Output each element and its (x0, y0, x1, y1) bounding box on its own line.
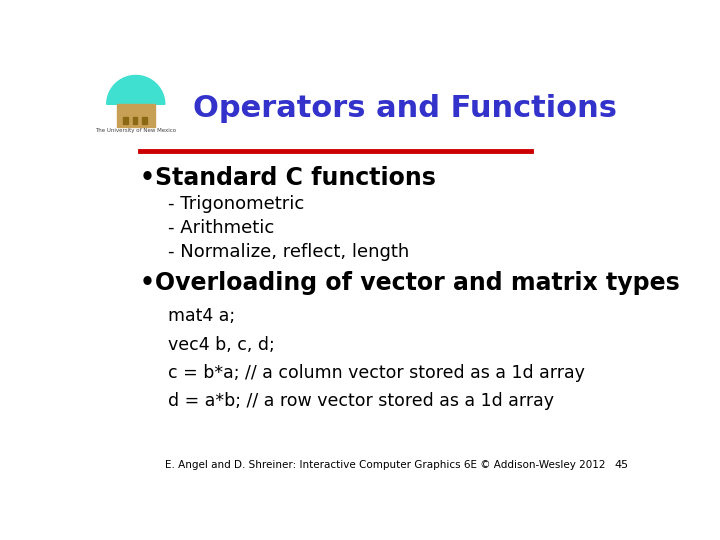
Text: The University of New Mexico: The University of New Mexico (95, 129, 176, 133)
FancyBboxPatch shape (133, 117, 138, 124)
Polygon shape (107, 76, 165, 104)
FancyBboxPatch shape (124, 117, 128, 124)
Text: vec4 b, c, d;: vec4 b, c, d; (168, 336, 275, 354)
Text: •Overloading of vector and matrix types: •Overloading of vector and matrix types (140, 271, 680, 295)
Text: - Trigonometric: - Trigonometric (168, 195, 305, 213)
Text: 45: 45 (614, 460, 629, 470)
Text: d = a*b; // a row vector stored as a 1d array: d = a*b; // a row vector stored as a 1d … (168, 392, 554, 410)
Text: mat4 a;: mat4 a; (168, 307, 235, 326)
Text: - Arithmetic: - Arithmetic (168, 219, 274, 237)
Text: - Normalize, reflect, length: - Normalize, reflect, length (168, 244, 410, 261)
Text: c = b*a; // a column vector stored as a 1d array: c = b*a; // a column vector stored as a … (168, 364, 585, 382)
Text: E. Angel and D. Shreiner: Interactive Computer Graphics 6E © Addison-Wesley 2012: E. Angel and D. Shreiner: Interactive Co… (166, 460, 606, 470)
Text: Operators and Functions: Operators and Functions (193, 94, 617, 123)
FancyBboxPatch shape (143, 117, 147, 124)
Text: •Standard C functions: •Standard C functions (140, 166, 436, 190)
FancyBboxPatch shape (117, 104, 155, 127)
